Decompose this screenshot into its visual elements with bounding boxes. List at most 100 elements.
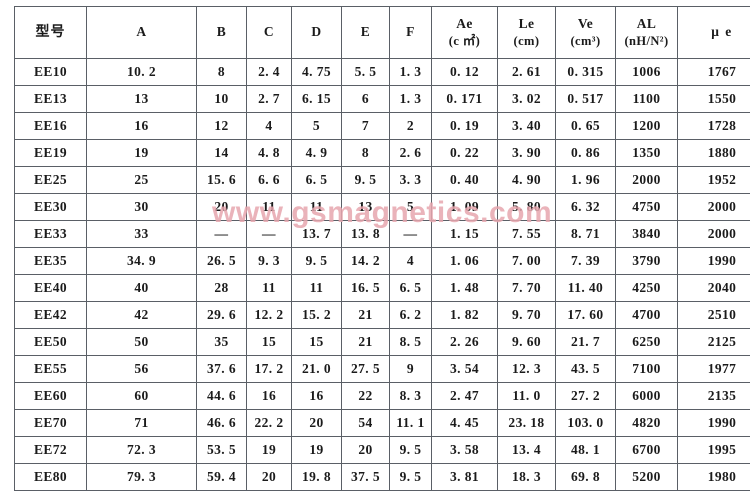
cell-ve: 7. 39 bbox=[555, 247, 616, 275]
cell-model: EE25 bbox=[14, 166, 87, 194]
column-header-d: D bbox=[291, 6, 342, 59]
column-header-b: B bbox=[196, 6, 247, 59]
cell-e: 20 bbox=[341, 436, 390, 464]
column-header-ve: Ve (cm³) bbox=[555, 6, 616, 59]
table-row: EE13 13 10 2. 7 6. 15 6 1. 3 0. 171 3. 02 0. 517 1… bbox=[14, 85, 750, 113]
table-row: EE40 40 28 11 11 16. 5 6. 5 1. 48 7. 70 11. 40 425… bbox=[14, 274, 750, 302]
cell-e: 14. 2 bbox=[341, 247, 390, 275]
cell-b: 35 bbox=[196, 328, 247, 356]
cell-ve: 27. 2 bbox=[555, 382, 616, 410]
table-row: EE70 71 46. 6 22. 2 20 54 11. 1 4. 45 23. 18 103.… bbox=[14, 409, 750, 437]
table-row: EE33 33— —13. 7 13. 8—1. 15 7. 55 8. 71 3840 20… bbox=[14, 220, 750, 248]
cell-ae: 1. 15 bbox=[431, 220, 498, 248]
cell-c: 4. 8 bbox=[246, 139, 292, 167]
column-header-unit: (cm³) bbox=[570, 34, 601, 49]
cell-d: 4. 9 bbox=[291, 139, 342, 167]
column-header-label: Ve bbox=[577, 15, 594, 31]
cell-d: 5 bbox=[291, 112, 342, 140]
column-header-e: E bbox=[341, 6, 390, 59]
cell-b: 26. 5 bbox=[196, 247, 247, 275]
cell-ae: 2. 26 bbox=[431, 328, 498, 356]
cell-a: 10. 2 bbox=[86, 58, 197, 86]
cell-e: 7 bbox=[341, 112, 390, 140]
cell-a: 71 bbox=[86, 409, 197, 437]
cell-c: 11 bbox=[246, 274, 292, 302]
column-header-unit: (nH/N²) bbox=[624, 34, 669, 49]
cell-ve: 69. 8 bbox=[555, 463, 616, 491]
cell-c: — bbox=[246, 220, 292, 248]
cell-c: 2. 4 bbox=[246, 58, 292, 86]
table-header: 型号 A B C D E F Ae (c ㎡) Le (cm) Ve (cm³) AL (nH/N²) μ e bbox=[14, 6, 750, 59]
cell-ae: 0. 40 bbox=[431, 166, 498, 194]
cell-d: 19. 8 bbox=[291, 463, 342, 491]
cell-d: 13. 7 bbox=[291, 220, 342, 248]
cell-ae: 4. 45 bbox=[431, 409, 498, 437]
cell-a: 13 bbox=[86, 85, 197, 113]
cell-ve: 103. 0 bbox=[555, 409, 616, 437]
cell-le: 23. 18 bbox=[497, 409, 556, 437]
cell-b: 15. 6 bbox=[196, 166, 247, 194]
cell-b: 29. 6 bbox=[196, 301, 247, 329]
header-row: 型号 A B C D E F Ae (c ㎡) Le (cm) Ve (cm³) AL (nH/N²) μ e bbox=[14, 6, 750, 59]
cell-al: 4750 bbox=[615, 193, 678, 221]
cell-ue: 1952 bbox=[677, 166, 750, 194]
cell-d: 11 bbox=[291, 274, 342, 302]
cell-a: 16 bbox=[86, 112, 197, 140]
cell-b: 10 bbox=[196, 85, 247, 113]
cell-c: 6. 6 bbox=[246, 166, 292, 194]
cell-model: EE16 bbox=[14, 112, 87, 140]
cell-le: 18. 3 bbox=[497, 463, 556, 491]
cell-al: 6250 bbox=[615, 328, 678, 356]
cell-f: — bbox=[389, 220, 432, 248]
cell-ue: 1880 bbox=[677, 139, 750, 167]
cell-a: 72. 3 bbox=[86, 436, 197, 464]
cell-d: 6. 5 bbox=[291, 166, 342, 194]
cell-e: 13 bbox=[341, 193, 390, 221]
cell-d: 20 bbox=[291, 409, 342, 437]
cell-ae: 3. 58 bbox=[431, 436, 498, 464]
table-row: EE30 30 20 11 11 13 5 1. 09 5. 80 6. 32 4750 2000 bbox=[14, 193, 750, 221]
cell-le: 5. 80 bbox=[497, 193, 556, 221]
cell-e: 21 bbox=[341, 301, 390, 329]
cell-ue: 1995 bbox=[677, 436, 750, 464]
cell-d: 16 bbox=[291, 382, 342, 410]
table-row: EE60 60 44. 6 16 16 22 8. 3 2. 47 11. 0 27. 2 6000… bbox=[14, 382, 750, 410]
cell-f: 9. 5 bbox=[389, 436, 432, 464]
cell-f: 2 bbox=[389, 112, 432, 140]
cell-e: 54 bbox=[341, 409, 390, 437]
cell-b: 46. 6 bbox=[196, 409, 247, 437]
cell-c: 4 bbox=[246, 112, 292, 140]
cell-al: 3840 bbox=[615, 220, 678, 248]
cell-c: 15 bbox=[246, 328, 292, 356]
table-row: EE35 34. 9 26. 5 9. 3 9. 5 14. 2 4 1. 06 7. 00 7.… bbox=[14, 247, 750, 275]
cell-c: 9. 3 bbox=[246, 247, 292, 275]
column-header-c: C bbox=[246, 6, 292, 59]
column-header-unit: (c ㎡) bbox=[448, 34, 481, 49]
cell-a: 56 bbox=[86, 355, 197, 383]
cell-ue: 1767 bbox=[677, 58, 750, 86]
cell-model: EE40 bbox=[14, 274, 87, 302]
cell-ae: 0. 171 bbox=[431, 85, 498, 113]
column-header-model: 型号 bbox=[14, 6, 87, 59]
cell-d: 21. 0 bbox=[291, 355, 342, 383]
cell-ae: 0. 12 bbox=[431, 58, 498, 86]
cell-c: 2. 7 bbox=[246, 85, 292, 113]
cell-c: 17. 2 bbox=[246, 355, 292, 383]
column-header-al: AL (nH/N²) bbox=[615, 6, 678, 59]
cell-c: 22. 2 bbox=[246, 409, 292, 437]
table-row: EE55 56 37. 6 17. 2 21. 0 27. 5 9 3. 54 12. 3 43.… bbox=[14, 355, 750, 383]
cell-f: 8. 5 bbox=[389, 328, 432, 356]
cell-c: 12. 2 bbox=[246, 301, 292, 329]
cell-model: EE13 bbox=[14, 85, 87, 113]
cell-a: 25 bbox=[86, 166, 197, 194]
cell-a: 42 bbox=[86, 301, 197, 329]
cell-ae: 1. 82 bbox=[431, 301, 498, 329]
cell-ae: 3. 54 bbox=[431, 355, 498, 383]
cell-ae: 1. 06 bbox=[431, 247, 498, 275]
cell-e: 6 bbox=[341, 85, 390, 113]
cell-ae: 2. 47 bbox=[431, 382, 498, 410]
cell-b: 53. 5 bbox=[196, 436, 247, 464]
cell-le: 12. 3 bbox=[497, 355, 556, 383]
cell-f: 9 bbox=[389, 355, 432, 383]
